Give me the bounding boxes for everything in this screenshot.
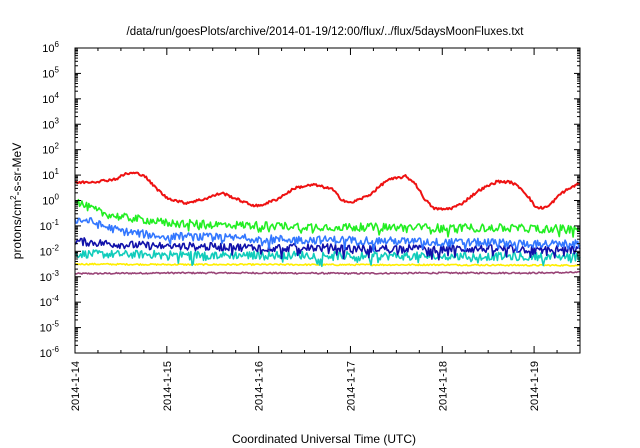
y-tick-label: 10-1 — [40, 218, 60, 233]
y-tick-exponent: 3 — [55, 116, 60, 125]
y-tick-label: 103 — [42, 116, 59, 131]
flux-series-line — [74, 237, 581, 261]
x-tick-label: 2014-1-19 — [529, 361, 541, 411]
x-tick-label: 2014-1-17 — [345, 361, 357, 411]
flux-series-line — [74, 270, 580, 276]
flux-series-line — [75, 198, 581, 238]
flux-series-line — [74, 249, 581, 268]
x-tick-label: 2014-1-16 — [254, 361, 266, 411]
y-tick-label: 102 — [42, 142, 59, 157]
y-axis-title-part-2: -s-sr-MeV — [10, 143, 24, 196]
y-axis-title: protons/cm2-s-sr-MeV — [9, 143, 24, 259]
x-tick-label: 2014-1-14 — [70, 361, 82, 411]
x-axis: 2014-1-14 2014-1-15 2014-1-16 2014-1-17 2014… — [70, 48, 581, 411]
y-tick-exponent: 6 — [55, 40, 60, 49]
y-tick-label: 10-5 — [40, 320, 60, 335]
y-tick-label: 106 — [42, 40, 59, 55]
x-tick-label: 2014-1-15 — [162, 361, 174, 411]
y-tick-label: 10-6 — [40, 345, 60, 360]
y-tick-exponent: -6 — [52, 345, 60, 354]
y-tick-exponent: -2 — [52, 243, 60, 252]
plot-frame — [74, 47, 581, 354]
x-axis-title: Coordinated Universal Time (UTC) — [232, 432, 416, 446]
y-tick-exponent: 0 — [55, 193, 60, 202]
y-tick-exponent: 2 — [55, 142, 60, 151]
y-tick-label: 100 — [42, 193, 59, 208]
series-layer — [74, 171, 581, 276]
y-tick-label: 10-2 — [40, 243, 60, 258]
y-tick-exponent: -3 — [52, 269, 60, 278]
y-axis: 10-610-510-410-310-210-11001011021031041… — [40, 40, 580, 360]
chart-title: /data/run/goesPlots/archive/2014-01-19/1… — [127, 26, 525, 38]
y-tick-label: 10-4 — [40, 294, 60, 309]
y-tick-label: 104 — [42, 91, 59, 106]
flux-series-line — [74, 171, 581, 211]
y-tick-exponent: -4 — [52, 294, 60, 303]
y-tick-exponent: 1 — [55, 167, 60, 176]
y-tick-exponent: -5 — [52, 320, 60, 329]
y-axis-title-superscript: 2 — [9, 195, 18, 200]
y-axis-title-part-1: protons/cm — [10, 200, 24, 259]
y-tick-exponent: -1 — [52, 218, 60, 227]
x-tick-label: 2014-1-18 — [437, 361, 449, 411]
y-tick-label: 101 — [42, 167, 59, 182]
y-tick-exponent: 4 — [55, 91, 60, 100]
flux-series-line — [74, 217, 581, 253]
y-tick-label: 10-3 — [40, 269, 60, 284]
y-tick-label: 105 — [42, 65, 59, 80]
y-tick-exponent: 5 — [55, 65, 60, 74]
flux-series-line — [74, 262, 581, 267]
